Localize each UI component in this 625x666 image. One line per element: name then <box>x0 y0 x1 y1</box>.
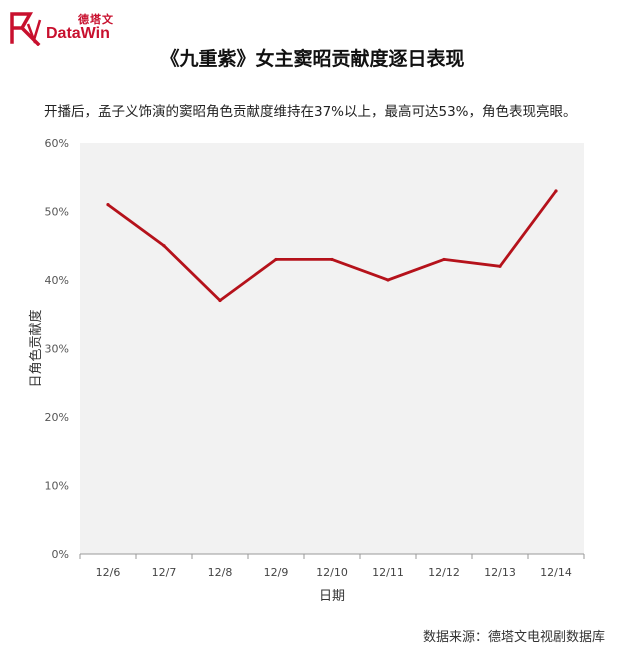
y-tick-label: 50% <box>45 206 69 219</box>
chart-subtitle: 开播后，孟子义饰演的窦昭角色贡献度维持在37%以上，最高可达53%，角色表现亮眼… <box>44 104 577 120</box>
x-tick-label: 12/14 <box>540 566 572 579</box>
x-tick-label: 12/8 <box>208 566 233 579</box>
data-point <box>274 257 278 262</box>
y-axis-label: 日角色贡献度 <box>28 309 44 387</box>
data-point <box>330 257 334 262</box>
x-axis-label: 日期 <box>319 589 345 604</box>
datawin-logo-icon <box>10 12 42 46</box>
plot-area <box>80 143 584 554</box>
x-tick-label: 12/10 <box>316 566 348 579</box>
x-tick-label: 12/9 <box>264 566 289 579</box>
y-tick-label: 0% <box>52 548 69 561</box>
y-tick-label: 40% <box>45 274 69 287</box>
data-point <box>554 189 558 193</box>
data-source: 数据来源：德塔文电视剧数据库 <box>422 630 605 645</box>
y-tick-label: 20% <box>45 411 69 424</box>
data-point <box>386 278 390 282</box>
logo-text-cn: 德塔文 <box>78 13 114 26</box>
x-tick-label: 12/12 <box>428 566 460 579</box>
x-tick-label: 12/13 <box>484 566 516 579</box>
data-point <box>162 244 166 248</box>
y-tick-label: 60% <box>45 137 69 150</box>
x-tick-label: 12/11 <box>372 566 404 579</box>
y-tick-label: 30% <box>45 343 69 356</box>
x-tick-label: 12/7 <box>152 566 177 579</box>
data-point <box>106 203 110 207</box>
x-tick-label: 12/6 <box>96 566 121 579</box>
y-tick-label: 10% <box>45 480 69 493</box>
chart-title: 《九重紫》女主窦昭贡献度逐日表现 <box>160 48 465 70</box>
logo-text-en: DataWin <box>46 25 110 42</box>
data-point <box>442 257 446 262</box>
datawin-logo: 德塔文 DataWin <box>8 8 128 48</box>
data-point <box>498 264 502 268</box>
data-point <box>218 298 222 303</box>
